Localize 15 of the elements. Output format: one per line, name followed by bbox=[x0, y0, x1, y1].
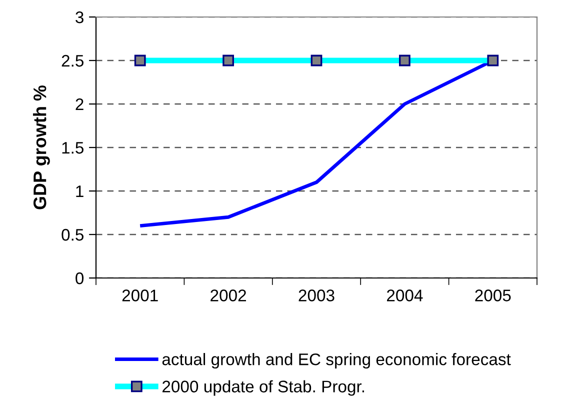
x-tick-label: 2002 bbox=[210, 290, 246, 302]
y-tick-label: 0.5 bbox=[62, 228, 84, 241]
legend-label: 2000 update of Stab. Progr. bbox=[162, 380, 364, 396]
y-axis-title: GDP growth % bbox=[33, 85, 50, 210]
y-tick-label: 2.5 bbox=[62, 54, 84, 67]
x-tick-label: 2001 bbox=[122, 290, 158, 302]
y-tick-label: 1 bbox=[76, 186, 84, 198]
x-tick-label: 2005 bbox=[475, 290, 511, 302]
x-tick-label: 2004 bbox=[387, 290, 423, 302]
y-tick-label: 1.5 bbox=[62, 142, 84, 154]
y-tick-label: 2 bbox=[76, 98, 84, 110]
y-tick-label: 0 bbox=[76, 272, 84, 284]
x-tick-label: 2003 bbox=[298, 290, 334, 302]
legend-label: actual growth and EC spring economic forecast bbox=[162, 353, 511, 369]
y-tick-label: 3 bbox=[76, 11, 84, 24]
